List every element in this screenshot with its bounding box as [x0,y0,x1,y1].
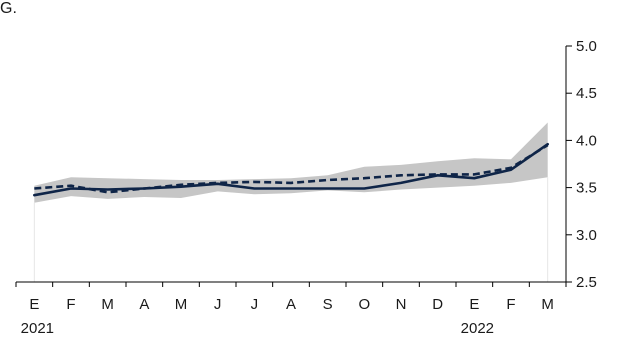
y-tick-label: 2.5 [576,274,597,291]
figure-label: G. [0,0,17,17]
x-tick-label: A [139,296,149,313]
y-tick-label: 3.5 [576,180,597,197]
y-tick-label: 3.0 [576,227,597,244]
x-tick-label: N [396,296,407,313]
x-tick-label: A [286,296,296,313]
range-band [34,122,548,203]
y-tick-label: 4.0 [576,132,597,149]
x-tick-label: S [323,296,333,313]
x-tick-label: D [432,296,443,313]
x-tick-label: F [506,296,515,313]
solid-series-line [32,142,550,197]
x-tick-label: M [175,296,188,313]
x-tick-label: E [29,296,39,313]
range-band-layer [33,122,549,282]
x-tick-label: F [66,296,75,313]
axes-layer: E F M A M J J A S O N D E F M 2021 2022 2.5 3.0 3.5 4.0 4.5 5.… [15,38,597,337]
year-label: 2021 [21,320,54,337]
y-tick-label: 4.5 [576,85,597,102]
series-lines-layer [32,142,550,197]
y-tick-label: 5.0 [576,38,597,55]
year-label: 2022 [461,320,494,337]
x-tick-label: M [541,296,554,313]
x-tick-label: O [358,296,370,313]
x-tick-label: M [101,296,114,313]
dashed-series-line [34,143,549,194]
x-tick-label: E [469,296,479,313]
x-tick-label: J [214,296,222,313]
x-tick-label: J [251,296,259,313]
